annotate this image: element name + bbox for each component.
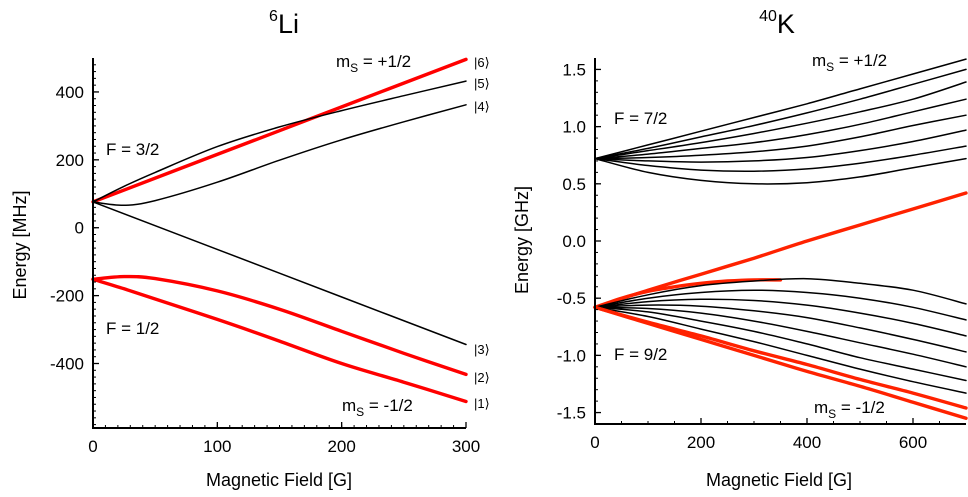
k40-series-19 xyxy=(593,305,968,420)
li6-ms-minus-label: mS = -1/2 xyxy=(342,396,413,419)
k40-ms-plus-m: m xyxy=(812,51,826,70)
k40-series-4 xyxy=(594,98,967,160)
k40-title-text: K xyxy=(777,9,795,39)
k40-series-2 xyxy=(594,68,967,160)
li6-ms-plus-m: m xyxy=(336,52,350,71)
k40-title-superscript: 40 xyxy=(759,8,777,25)
li6-xlabel: Magnetic Field [G] xyxy=(206,470,352,490)
li6-ms-minus-m: m xyxy=(342,396,356,415)
k40-y-tick-label-1: -1.0 xyxy=(557,346,586,365)
k40-series-11 xyxy=(594,277,967,309)
li6-state-label-6: |6⟩ xyxy=(474,55,490,70)
li6-axes xyxy=(92,58,466,429)
li6-y-tick-label-1: -200 xyxy=(50,287,84,306)
k40-y-tick-label-4: 0.5 xyxy=(562,175,586,194)
k40-ylabel: Energy [GHz] xyxy=(512,186,532,294)
li6-y-tick-label-4: 400 xyxy=(56,83,84,102)
li6-state-label-3: |3⟩ xyxy=(474,342,490,357)
k40-x-tick-label-1: 200 xyxy=(687,433,715,452)
k40-series-16 xyxy=(594,306,967,382)
li6-chart: 6Li 0 100 200 300 -400 -200 0 200 400 Energy [MH… xyxy=(10,8,490,490)
li6-series-layer xyxy=(91,57,468,404)
k40-series-7 xyxy=(594,145,967,172)
li6-series-2 xyxy=(92,80,467,203)
li6-state-label-1: |1⟩ xyxy=(474,396,490,411)
k40-f-upper-label: F = 7/2 xyxy=(614,109,667,128)
k40-series-17 xyxy=(594,306,967,394)
li6-state-label-4: |4⟩ xyxy=(474,99,490,114)
k40-series-6 xyxy=(594,129,967,163)
k40-ms-plus-val: = +1/2 xyxy=(834,51,887,70)
k40-series-1 xyxy=(594,58,967,160)
li6-state-label-2: |2⟩ xyxy=(474,370,490,385)
k40-xlabel: Magnetic Field [G] xyxy=(706,470,852,490)
k40-series-5 xyxy=(594,114,967,160)
li6-ms-minus-sub: S xyxy=(356,405,364,419)
li6-title-superscript: 6 xyxy=(269,8,278,25)
k40-y-tick-label-0: -1.5 xyxy=(557,404,586,423)
k40-title: 40K xyxy=(759,8,795,39)
k40-series-14 xyxy=(594,304,967,353)
li6-series-5 xyxy=(91,274,468,377)
k40-series-3 xyxy=(594,81,967,160)
k40-series-10 xyxy=(593,278,783,309)
k40-ms-minus-val: = -1/2 xyxy=(836,398,885,417)
li6-x-tick-label-1: 100 xyxy=(203,437,231,456)
li6-x-tick-label-2: 200 xyxy=(327,437,355,456)
li6-title: 6Li xyxy=(269,8,299,39)
k40-ms-plus-label: mS = +1/2 xyxy=(812,51,887,74)
li6-y-tick-label-3: 200 xyxy=(56,151,84,170)
li6-x-tick-label-0: 0 xyxy=(88,437,97,456)
k40-series-8 xyxy=(594,157,967,185)
li6-ylabel: Energy [MHz] xyxy=(10,190,30,299)
li6-y-tick-label-2: 0 xyxy=(75,219,84,238)
li6-series-1 xyxy=(91,57,468,204)
k40-series-15 xyxy=(594,306,967,368)
k40-series-13 xyxy=(594,298,967,337)
li6-series-4 xyxy=(92,201,467,346)
li6-series-6 xyxy=(91,277,468,404)
k40-y-tick-label-2: -0.5 xyxy=(557,289,586,308)
li6-state-label-5: |5⟩ xyxy=(474,76,490,91)
li6-ticks: 0 100 200 300 -400 -200 0 200 400 xyxy=(50,64,480,456)
k40-x-tick-label-3: 600 xyxy=(899,433,927,452)
li6-ms-plus-sub: S xyxy=(350,61,358,75)
li6-series-3 xyxy=(92,104,467,207)
k40-ms-minus-label: mS = -1/2 xyxy=(814,398,885,421)
k40-ms-plus-sub: S xyxy=(826,60,834,74)
li6-f-upper-label: F = 3/2 xyxy=(106,140,159,159)
k40-y-tick-label-3: 0.0 xyxy=(562,232,586,251)
li6-y-tick-label-0: -400 xyxy=(50,355,84,374)
k40-x-tick-label-2: 400 xyxy=(793,433,821,452)
li6-f-lower-label: F = 1/2 xyxy=(106,319,159,338)
k40-x-tick-label-0: 0 xyxy=(590,433,599,452)
k40-y-tick-label-5: 1.0 xyxy=(562,118,586,137)
li6-ms-plus-label: mS = +1/2 xyxy=(336,52,411,75)
k40-ticks: 0 200 400 600 -1.5 -1.0 -0.5 0.0 0.5 1.0 1.5 xyxy=(557,60,940,452)
li6-ms-minus-val: = -1/2 xyxy=(364,396,413,415)
k40-series-12 xyxy=(594,289,967,321)
k40-ms-minus-sub: S xyxy=(828,407,836,421)
k40-chart: 40K 0 200 400 600 -1.5 -1.0 -0.5 0.0 0.5 1.0 1.5 E… xyxy=(512,8,968,490)
k40-y-tick-label-6: 1.5 xyxy=(562,60,586,79)
li6-title-text: Li xyxy=(278,9,299,39)
k40-series-layer xyxy=(593,58,968,420)
li6-x-tick-label-3: 300 xyxy=(452,437,480,456)
li6-ms-plus-val: = +1/2 xyxy=(358,52,411,71)
k40-f-lower-label: F = 9/2 xyxy=(614,345,667,364)
k40-ms-minus-m: m xyxy=(814,398,828,417)
